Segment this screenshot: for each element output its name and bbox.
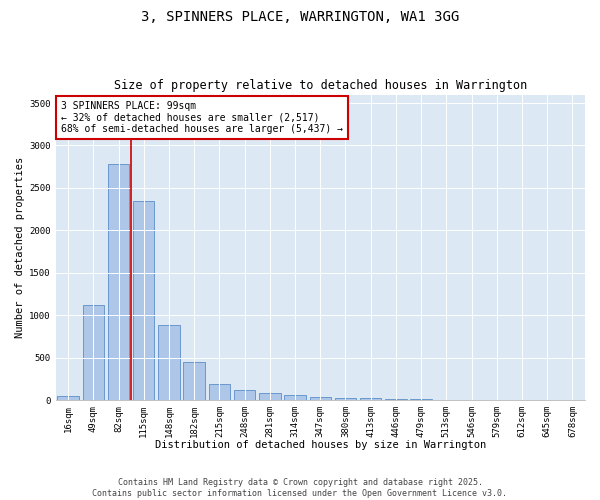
Bar bbox=[83, 305, 104, 400]
Bar bbox=[158, 324, 180, 400]
Bar bbox=[133, 202, 154, 400]
Bar bbox=[234, 390, 256, 400]
Bar bbox=[259, 394, 281, 400]
Bar bbox=[184, 362, 205, 400]
X-axis label: Distribution of detached houses by size in Warrington: Distribution of detached houses by size … bbox=[155, 440, 486, 450]
Bar bbox=[310, 397, 331, 400]
Text: 3, SPINNERS PLACE, WARRINGTON, WA1 3GG: 3, SPINNERS PLACE, WARRINGTON, WA1 3GG bbox=[141, 10, 459, 24]
Bar bbox=[108, 164, 129, 400]
Title: Size of property relative to detached houses in Warrington: Size of property relative to detached ho… bbox=[113, 79, 527, 92]
Text: 3 SPINNERS PLACE: 99sqm
← 32% of detached houses are smaller (2,517)
68% of semi: 3 SPINNERS PLACE: 99sqm ← 32% of detache… bbox=[61, 100, 343, 134]
Bar bbox=[58, 396, 79, 400]
Bar bbox=[360, 398, 382, 400]
Y-axis label: Number of detached properties: Number of detached properties bbox=[15, 156, 25, 338]
Bar bbox=[335, 398, 356, 400]
Text: Contains HM Land Registry data © Crown copyright and database right 2025.
Contai: Contains HM Land Registry data © Crown c… bbox=[92, 478, 508, 498]
Bar bbox=[284, 395, 306, 400]
Bar bbox=[209, 384, 230, 400]
